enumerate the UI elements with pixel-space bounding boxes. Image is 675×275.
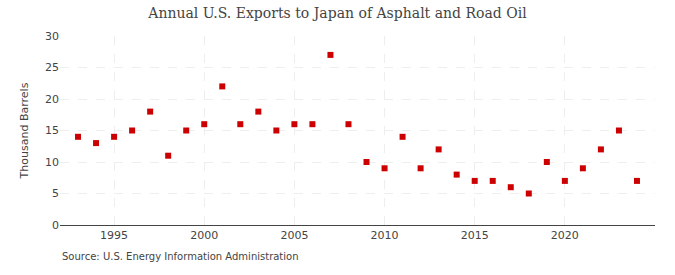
svg-text:Source: U.S. Energy Informatio: Source: U.S. Energy Information Administ… (62, 251, 299, 262)
svg-text:5: 5 (52, 187, 59, 200)
svg-text:25: 25 (45, 61, 59, 74)
svg-text:10: 10 (45, 156, 59, 169)
svg-text:2020: 2020 (551, 229, 579, 242)
svg-text:Thousand Barrels: Thousand Barrels (18, 82, 31, 179)
svg-text:2010: 2010 (371, 229, 399, 242)
svg-text:1995: 1995 (100, 229, 128, 242)
svg-text:2015: 2015 (461, 229, 489, 242)
svg-text:20: 20 (45, 93, 59, 106)
svg-text:15: 15 (45, 124, 59, 137)
svg-text:2000: 2000 (190, 229, 218, 242)
svg-text:30: 30 (45, 30, 59, 43)
svg-text:0: 0 (52, 219, 59, 232)
svg-text:2005: 2005 (280, 229, 308, 242)
svg-text:Annual U.S. Exports to Japan o: Annual U.S. Exports to Japan of Asphalt … (147, 5, 527, 21)
